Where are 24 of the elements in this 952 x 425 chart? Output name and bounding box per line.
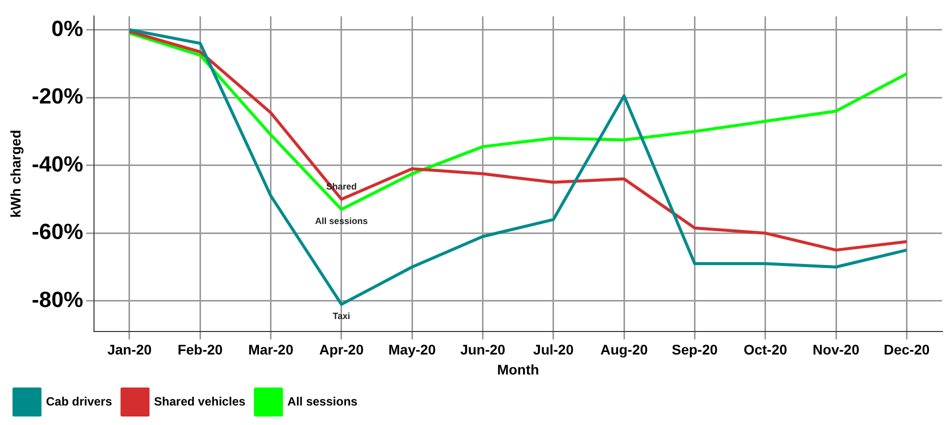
x-tick-label: Aug-20	[600, 342, 648, 358]
x-tick-label: Nov-20	[812, 342, 860, 358]
annotation: All sessions	[315, 216, 368, 226]
y-tick-label: 0%	[51, 16, 84, 41]
x-axis-title: Month	[497, 361, 540, 378]
x-tick-label: May-20	[388, 342, 436, 358]
x-tick-label: Jun-20	[460, 342, 506, 358]
x-tick-label: Jul-20	[533, 342, 574, 358]
legend-label: Cab drivers	[46, 394, 112, 408]
y-axis-title: kWh charged	[7, 130, 24, 218]
legend-label: Shared vehicles	[154, 394, 246, 408]
y-tick-label: -80%	[32, 286, 84, 312]
y-tick-label: -40%	[32, 151, 84, 176]
x-tick-label: Jan-20	[107, 342, 152, 358]
annotation: Taxi	[332, 310, 350, 321]
x-tick-label: Dec-20	[884, 342, 930, 358]
x-tick-label: Apr-20	[319, 342, 364, 358]
y-tick-label: -60%	[32, 219, 84, 244]
x-tick-label: Sep-20	[672, 342, 718, 358]
x-tick-label: Mar-20	[248, 342, 294, 358]
x-tick-label: Feb-20	[178, 342, 223, 358]
legend-label: All sessions	[287, 394, 358, 408]
x-tick-label: Oct-20	[744, 342, 788, 358]
y-tick-label: -20%	[32, 84, 84, 109]
